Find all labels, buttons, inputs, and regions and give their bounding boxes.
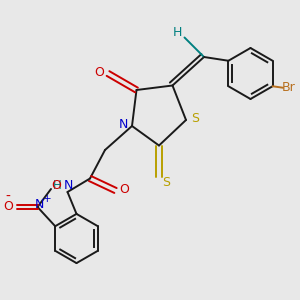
Text: +: + — [43, 194, 51, 204]
Text: S: S — [191, 112, 199, 125]
Text: H: H — [173, 26, 183, 40]
Text: H: H — [52, 179, 62, 192]
Text: N: N — [119, 118, 128, 131]
Text: N: N — [34, 198, 44, 211]
Text: -: - — [6, 190, 10, 203]
Text: S: S — [163, 176, 170, 189]
Text: Br: Br — [281, 81, 295, 94]
Text: O: O — [95, 65, 104, 79]
Text: O: O — [52, 179, 61, 192]
Text: O: O — [3, 200, 13, 213]
Text: O: O — [119, 183, 129, 196]
Text: N: N — [63, 179, 73, 192]
